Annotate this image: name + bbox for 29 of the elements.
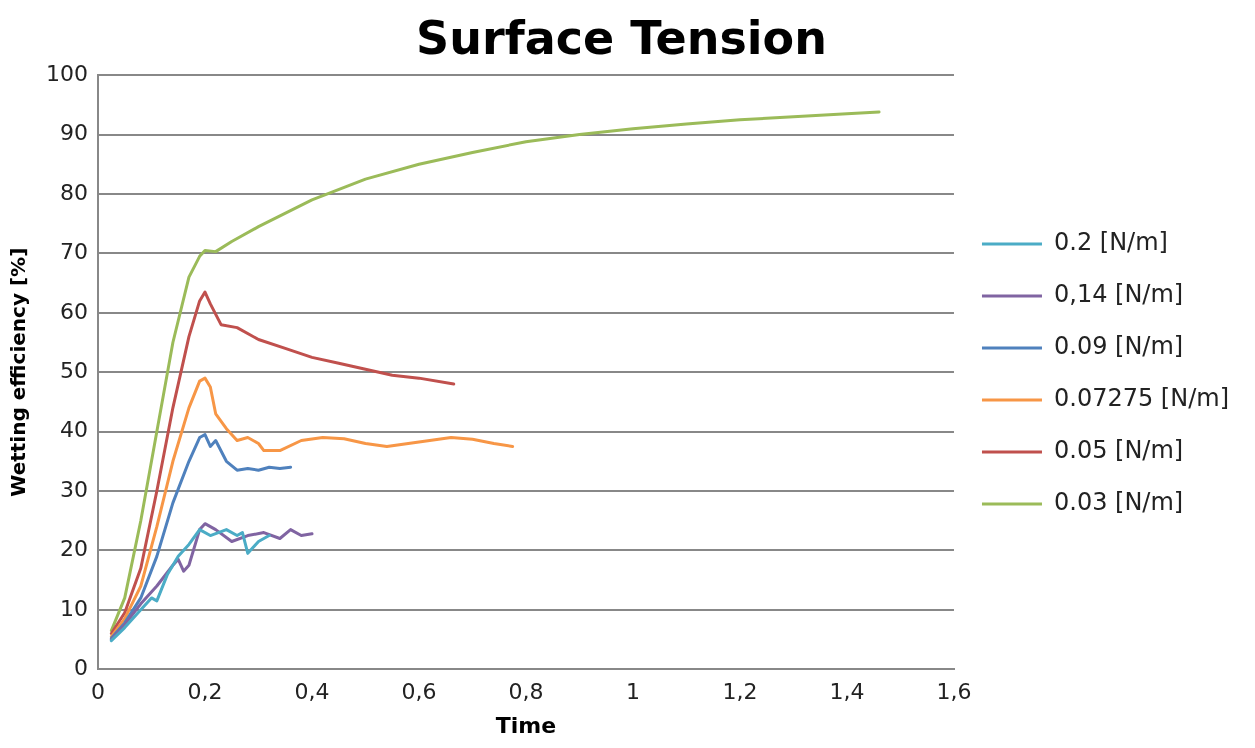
y-tick-label: 10 [59, 595, 88, 621]
x-tick-label: 0,8 [508, 679, 544, 705]
legend-label: 0,14 [N/m] [1053, 280, 1184, 309]
x-tick-label: 0,2 [187, 679, 223, 705]
x-tick-label: 1,6 [936, 679, 972, 705]
y-tick-label: 0 [73, 654, 88, 680]
y-tick-label: 50 [59, 357, 88, 383]
x-tick-label: 0 [90, 679, 105, 705]
x-tick-label: 1 [625, 679, 640, 705]
y-tick-label: 20 [59, 536, 88, 562]
legend-label: 0.2 [N/m] [1053, 228, 1168, 257]
y-tick-label: 60 [59, 298, 88, 324]
y-tick-label: 80 [59, 179, 88, 205]
x-tick-label: 1,4 [829, 679, 865, 705]
x-tick-label: 1,2 [722, 679, 758, 705]
y-tick-label: 40 [59, 417, 88, 443]
chart-title: Surface Tension [416, 10, 827, 65]
y-tick-label: 70 [59, 239, 88, 265]
legend-label: 0.05 [N/m] [1053, 436, 1184, 465]
legend-label: 0.07275 [N/m] [1053, 384, 1230, 413]
x-tick-label: 0,4 [294, 679, 330, 705]
x-axis-title: Time [495, 712, 557, 738]
y-tick-label: 30 [59, 476, 88, 502]
y-axis-title: Wetting efficiency [%] [6, 247, 31, 497]
x-tick-label: 0,6 [401, 679, 437, 705]
legend-label: 0.09 [N/m] [1053, 332, 1184, 361]
legend-label: 0.03 [N/m] [1053, 488, 1184, 517]
y-tick-label: 100 [45, 60, 88, 86]
y-tick-label: 90 [59, 120, 88, 146]
